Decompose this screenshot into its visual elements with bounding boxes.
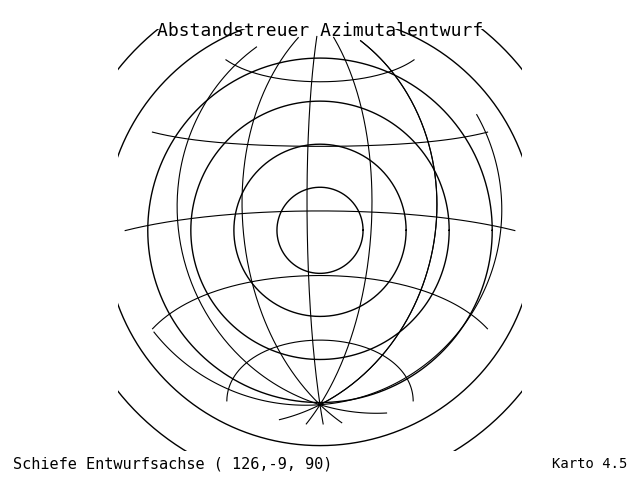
- Text: Karto 4.5: Karto 4.5: [552, 457, 627, 471]
- Text: Schiefe Entwurfsachse ( 126,-9, 90): Schiefe Entwurfsachse ( 126,-9, 90): [13, 456, 332, 471]
- Text: Abstandstreuer Azimutalentwurf: Abstandstreuer Azimutalentwurf: [157, 22, 483, 40]
